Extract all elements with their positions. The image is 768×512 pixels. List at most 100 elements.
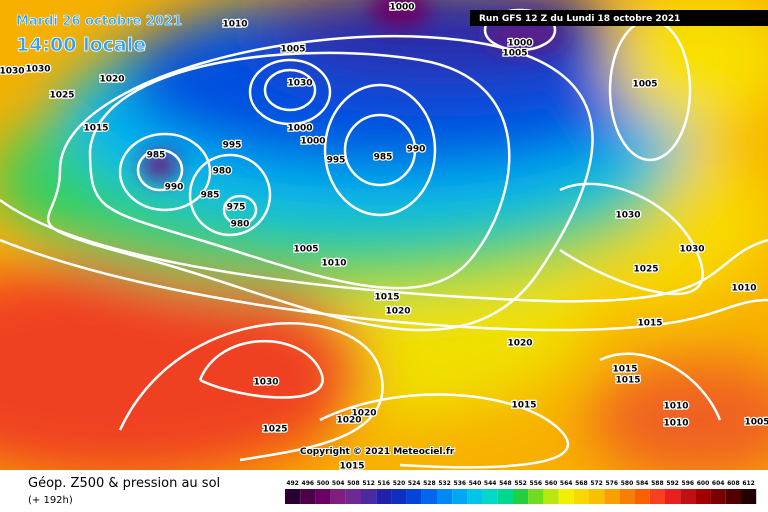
colorbar-swatch <box>497 489 513 504</box>
isobar-label: 985 <box>147 151 166 161</box>
colorbar-swatch <box>710 489 726 504</box>
run-banner <box>470 10 768 26</box>
colorbar-label: 604 <box>712 480 725 487</box>
isobar-label: 1025 <box>633 265 658 275</box>
isobar-label: 985 <box>201 191 220 201</box>
isobar-label: 1000 <box>300 137 325 147</box>
colorbar-label: 584 <box>636 480 649 487</box>
colorbar-label: 576 <box>606 480 619 487</box>
colorbar-swatch <box>725 489 741 504</box>
isobar-label: 1030 <box>25 65 50 75</box>
colorbar-label: 568 <box>575 480 588 487</box>
isobar-label: 1005 <box>632 80 657 90</box>
isobar-label: 995 <box>327 156 346 166</box>
isobar-label: 1015 <box>339 462 364 472</box>
isobar-label: 1015 <box>612 365 637 375</box>
colorbar-label: 572 <box>590 480 603 487</box>
isobar-label: 1005 <box>502 49 527 59</box>
colorbar-swatch <box>452 489 468 504</box>
colorbar-swatch <box>604 489 620 504</box>
isobar-label: 1010 <box>663 419 688 429</box>
colorbar-label: 544 <box>484 480 497 487</box>
colorbar-swatch <box>315 489 331 504</box>
colorbar-swatch <box>376 489 392 504</box>
copyright: Copyright © 2021 Meteociel.fr <box>300 447 455 457</box>
colorbar-label: 536 <box>454 480 467 487</box>
colorbar-label: 508 <box>347 480 360 487</box>
isobar-label: 1020 <box>99 75 124 85</box>
colorbar-swatch <box>345 489 361 504</box>
isobar-label: 1030 <box>287 79 312 89</box>
isobar-label: 1005 <box>293 245 318 255</box>
colorbar-swatch <box>680 489 696 504</box>
colorbar-swatch <box>361 489 377 504</box>
colorbar-swatch <box>391 489 407 504</box>
colorbar-label: 580 <box>621 480 634 487</box>
colorbar-label: 556 <box>530 480 543 487</box>
colorbar-swatch <box>513 489 529 504</box>
colorbar-swatch <box>285 489 301 504</box>
isobar-label: 1010 <box>731 284 756 294</box>
colorbar-label: 524 <box>408 480 421 487</box>
colorbar-swatch <box>528 489 544 504</box>
colorbar-label: 560 <box>545 480 558 487</box>
colorbar-swatch <box>437 489 453 504</box>
colorbar-label: 588 <box>651 480 664 487</box>
colorbar-swatch <box>482 489 498 504</box>
colorbar-label: 552 <box>514 480 527 487</box>
forecast-date: Mardi 26 octobre 2021 <box>16 14 182 29</box>
colorbar-swatch <box>467 489 483 504</box>
colorbar-label: 516 <box>378 480 391 487</box>
colorbar-swatch <box>649 489 665 504</box>
isobar-label: 1025 <box>262 425 287 435</box>
colorbar-swatch <box>619 489 635 504</box>
isobar-label: 1005 <box>280 45 305 55</box>
isobar-label: 980 <box>213 167 232 177</box>
isobar-label: 1010 <box>321 259 346 269</box>
isobar-label: 990 <box>407 145 426 155</box>
footer-title: Géop. Z500 & pression au sol <box>28 476 220 491</box>
map: Run GFS 12 Z du Lundi 18 octobre 2021 Ma… <box>0 0 768 472</box>
isobar-label: 1020 <box>336 416 361 426</box>
isobar-label: 1030 <box>0 67 25 77</box>
isobar-label: 990 <box>165 183 184 193</box>
colorbar-label: 540 <box>469 480 482 487</box>
colorbar-swatch <box>589 489 605 504</box>
isobar-label: 980 <box>231 220 250 230</box>
colorbar-label: 564 <box>560 480 573 487</box>
isobar-label: 1025 <box>49 91 74 101</box>
isobar-label: 1030 <box>679 245 704 255</box>
isobar-label: 995 <box>223 141 242 151</box>
isobar-label: 1020 <box>507 339 532 349</box>
colorbar-swatch <box>573 489 589 504</box>
colorbar-label: 512 <box>362 480 375 487</box>
isobar-label: 1010 <box>222 20 247 30</box>
isobar-label: 975 <box>227 203 246 213</box>
colorbar-label: 500 <box>317 480 330 487</box>
colorbar-label: 548 <box>499 480 512 487</box>
run-info: Run GFS 12 Z du Lundi 18 octobre 2021 <box>479 14 680 24</box>
colorbar-label: 600 <box>697 480 710 487</box>
forecast-time: 14:00 locale <box>16 34 146 56</box>
colorbar-label: 608 <box>727 480 740 487</box>
colorbar-label: 596 <box>682 480 695 487</box>
colorbar-swatch <box>300 489 316 504</box>
isobar-label: 1015 <box>637 319 662 329</box>
isobar-label: 985 <box>374 153 393 163</box>
colorbar-swatch <box>558 489 574 504</box>
isobars <box>0 8 768 469</box>
colorbar-swatch <box>406 489 422 504</box>
isobar-label: 1000 <box>507 39 532 49</box>
colorbar-label: 504 <box>332 480 345 487</box>
isobar-label: 1015 <box>615 376 640 386</box>
isobar-label: 1020 <box>385 307 410 317</box>
colorbar-swatch <box>330 489 346 504</box>
isobar-label: 1010 <box>663 402 688 412</box>
isobar-label: 1030 <box>253 378 278 388</box>
colorbar-swatch <box>741 489 757 504</box>
colorbar-swatch <box>543 489 559 504</box>
isobar-label: 1015 <box>374 293 399 303</box>
isobar-label: 1020 <box>351 409 376 419</box>
